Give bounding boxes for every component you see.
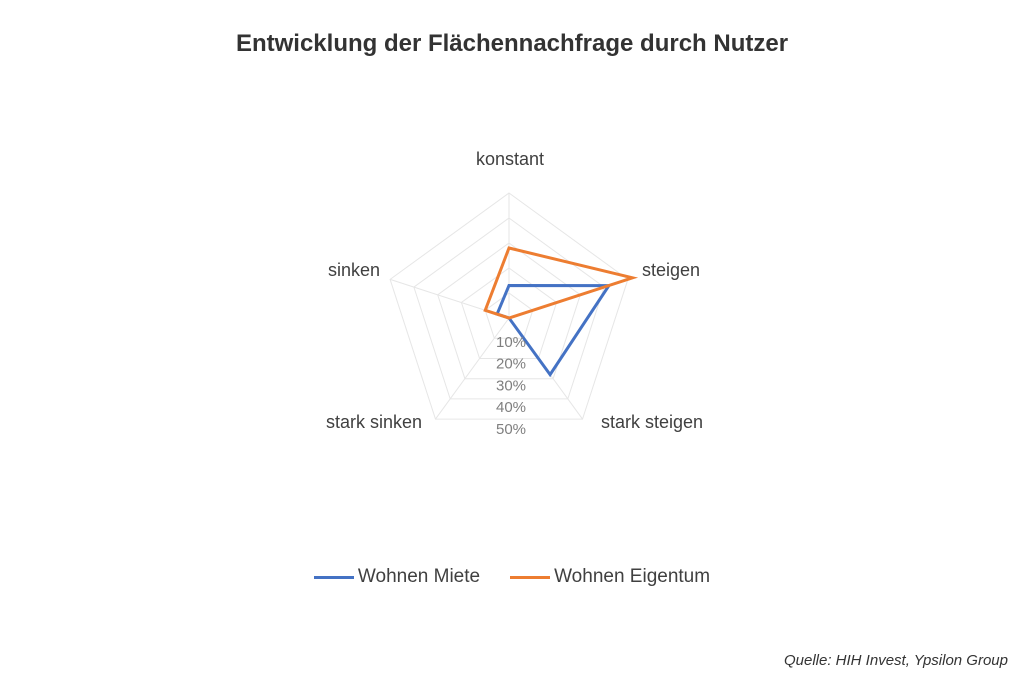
category-label: sinken [328,260,380,280]
radar-chart: konstant steigen stark steigen stark sinken… [326,149,703,438]
radar-labels: konstant steigen stark steigen stark sinken… [326,149,703,438]
chart-title: Entwicklung der Flächennachfrage durch N… [235,30,789,57]
category-label: konstant [476,149,544,169]
tick-label: 10% [496,334,526,351]
tick-label: 40% [496,399,526,416]
legend-item-wohnen-eigentum: Wohnen Eigentum [510,566,710,588]
tick-label: 50% [496,421,526,438]
legend-label: Wohnen Miete [357,566,481,587]
source-note: Quelle: HIH Invest, Ypsilon Group [783,652,1008,669]
grid-ring [389,192,629,420]
category-label: steigen [642,260,700,280]
series-wohnen-eigentum-line [483,246,639,320]
grid-ring [484,292,534,339]
grid-ring [460,267,558,359]
radar-series [483,246,639,378]
category-label: stark sinken [326,412,422,432]
legend-swatch [313,575,354,579]
series-wohnen-miete-line [495,283,612,378]
category-label: stark steigen [601,412,703,432]
legend-swatch [510,575,551,579]
grid-spoke [435,317,510,420]
legend: Wohnen Miete Wohnen Eigentum [0,566,1024,588]
tick-label: 30% [496,377,526,394]
legend-label: Wohnen Eigentum [554,566,711,587]
legend-item-wohnen-miete: Wohnen Miete [313,566,481,588]
grid-ring [413,217,605,400]
tick-label: 20% [496,356,526,373]
